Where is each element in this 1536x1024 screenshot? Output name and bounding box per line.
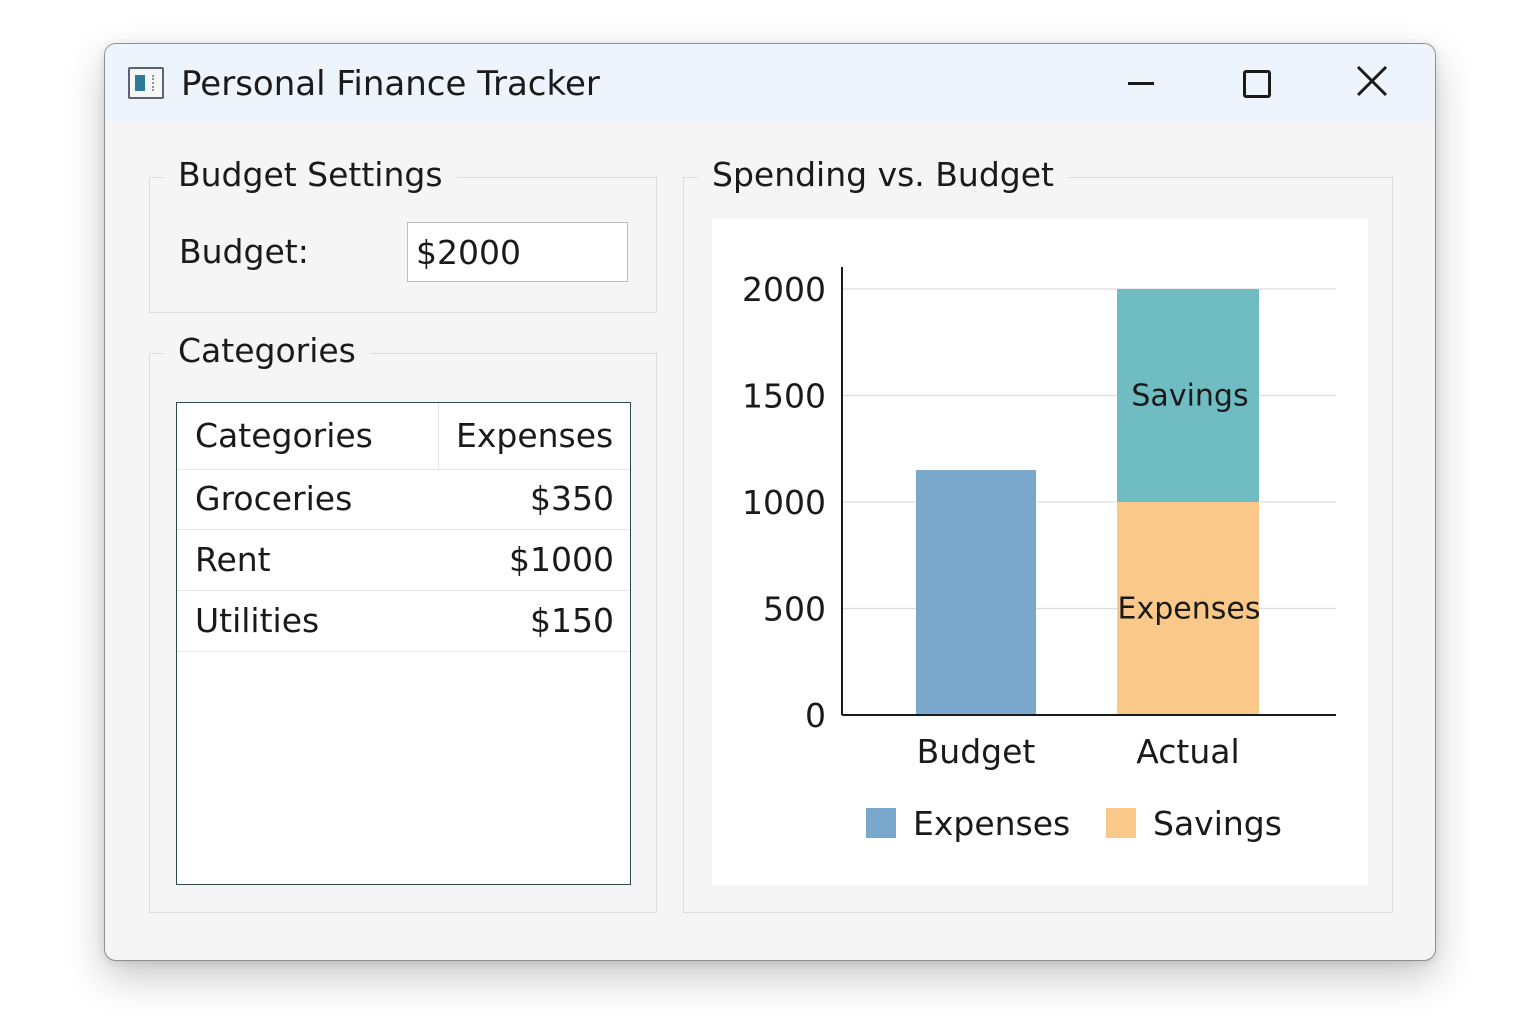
chart-title: Spending vs. Budget [698, 154, 1068, 196]
legend-swatch-savings [1106, 808, 1136, 838]
table-row[interactable]: Rent $1000 [177, 530, 630, 591]
close-button[interactable] [1332, 58, 1412, 108]
table-header: Categories Expenses [177, 403, 630, 470]
table-row[interactable]: Groceries $350 [177, 469, 630, 530]
budget-settings-group: Budget Settings Budget: [149, 154, 657, 313]
x-tick-label: Budget [917, 732, 1036, 771]
y-tick-label: 2000 [742, 270, 826, 309]
y-tick-label: 0 [805, 696, 826, 735]
row-category: Rent [195, 540, 271, 579]
budget-settings-title: Budget Settings [164, 154, 457, 196]
budget-label: Budget: [179, 232, 309, 271]
chart-panel: 0 500 1000 1500 2000 Budget Expenses Savings Act… [712, 219, 1368, 885]
row-category: Groceries [195, 479, 353, 518]
spending-vs-budget-chart: 0 500 1000 1500 2000 Budget Expenses Savings Act… [742, 267, 1336, 843]
window-title: Personal Finance Tracker [181, 64, 600, 104]
app-window: Personal Finance Tracker Budget Settings… [104, 43, 1436, 961]
legend-swatch-expenses [866, 808, 896, 838]
row-category: Utilities [195, 601, 320, 640]
app-icon [128, 67, 164, 99]
maximize-button[interactable] [1216, 58, 1296, 108]
row-expense: $1000 [509, 540, 614, 579]
budget-input[interactable] [407, 222, 628, 282]
bar-expenses-actual [1117, 502, 1259, 715]
title-bar[interactable]: Personal Finance Tracker [105, 44, 1435, 122]
chart-group: Spending vs. Budget 0 500 1000 1500 2000 Budg… [683, 154, 1393, 913]
bar-label-savings: Savings [1131, 379, 1248, 414]
maximize-icon [1243, 70, 1271, 98]
y-tick-label: 1000 [742, 483, 826, 522]
minimize-button[interactable] [1101, 58, 1181, 108]
row-expense: $350 [530, 479, 614, 518]
legend-label-expenses: Expenses [913, 804, 1070, 843]
column-divider[interactable] [438, 403, 439, 469]
x-tick-label: Actual [1136, 732, 1239, 771]
legend-label-savings: Savings [1153, 804, 1282, 843]
y-tick-label: 1500 [742, 377, 826, 416]
row-expense: $150 [530, 601, 614, 640]
table-row[interactable]: Utilities $150 [177, 591, 630, 652]
bar-expenses-budget [916, 470, 1036, 715]
categories-title: Categories [164, 330, 370, 372]
categories-group: Categories Categories Expenses Groceries… [149, 330, 657, 913]
bar-savings-actual [1117, 289, 1259, 502]
minimize-icon [1128, 82, 1154, 85]
y-tick-label: 500 [763, 590, 826, 629]
bar-label-expenses: Expenses [1118, 592, 1261, 627]
close-icon [1356, 65, 1388, 97]
categories-table[interactable]: Categories Expenses Groceries $350 Rent … [176, 402, 631, 885]
column-header-expenses[interactable]: Expenses [456, 416, 614, 455]
column-header-categories[interactable]: Categories [195, 416, 373, 455]
